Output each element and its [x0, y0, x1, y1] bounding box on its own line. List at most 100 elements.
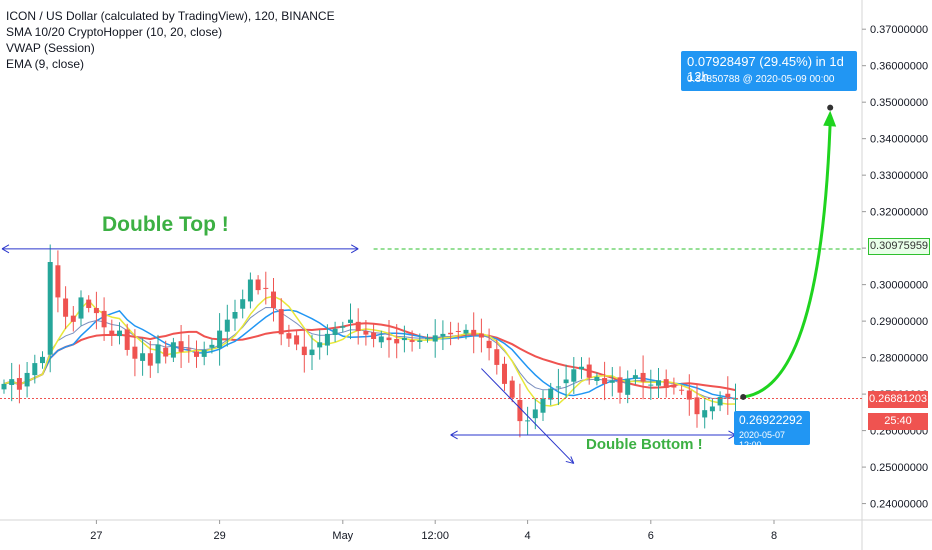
- double-top-label: Double Top !: [102, 213, 229, 236]
- candle-body: [109, 330, 115, 335]
- candle-body: [209, 344, 215, 348]
- candle-body: [240, 299, 246, 309]
- candle-body: [571, 369, 577, 382]
- y-tick-label: 0.24000000: [870, 499, 928, 511]
- candle-body: [725, 393, 731, 398]
- candle-body: [594, 376, 600, 381]
- candle-body: [317, 342, 323, 348]
- target-tooltip-main: 0.07928497 (29.45%) in 1d 12h: [687, 54, 844, 84]
- candle-body: [201, 349, 207, 357]
- candle-body: [224, 319, 230, 332]
- candle-body: [170, 342, 176, 358]
- candle-body: [278, 309, 284, 335]
- x-tick-label: 27: [90, 530, 102, 542]
- projection-curve: [743, 121, 832, 399]
- candle-body: [609, 380, 615, 383]
- candle-body: [178, 341, 184, 352]
- diagonal-arrow-head: [565, 456, 575, 464]
- candle-body: [640, 372, 646, 382]
- low-tooltip: 0.26922292 2020-05-07 12:00: [734, 411, 810, 450]
- candle-body: [509, 380, 515, 398]
- candle-body: [586, 364, 592, 378]
- candle-body: [232, 312, 238, 319]
- candle-body: [47, 262, 53, 355]
- legend-title: ICON / US Dollar (calculated by TradingV…: [6, 9, 335, 23]
- candle-body: [686, 390, 692, 400]
- x-tick-label: 12:00: [421, 530, 449, 542]
- y-tick-label: 0.28000000: [870, 353, 928, 365]
- candle-body: [478, 333, 484, 338]
- candle-body: [525, 420, 531, 422]
- candle-body: [371, 332, 377, 340]
- candle-body: [717, 397, 723, 406]
- candle-body: [463, 329, 469, 334]
- candle-body: [455, 330, 461, 332]
- candle-body: [532, 409, 538, 419]
- vwap-line: [3, 295, 736, 407]
- double-top-arrow-right: [350, 244, 359, 254]
- candle-body: [117, 330, 122, 337]
- x-tick-label: 4: [525, 530, 531, 542]
- candle-body: [702, 410, 708, 418]
- projection-arrowhead: [823, 110, 837, 127]
- resistance-price-tag: 0.30975959: [868, 238, 930, 255]
- candle-body: [294, 335, 300, 345]
- candle-body: [63, 298, 69, 317]
- candle-body: [70, 315, 76, 322]
- candle-body: [9, 379, 15, 385]
- candle-body: [494, 349, 500, 365]
- candle-body: [247, 279, 253, 302]
- candle-body: [40, 356, 45, 364]
- candle-body: [555, 386, 561, 388]
- low-tooltip-date: 2020-05-07 12:00: [739, 430, 786, 450]
- candle-body: [286, 333, 292, 339]
- candle-body: [271, 291, 276, 308]
- x-tick-label: 6: [648, 530, 654, 542]
- candle-body: [101, 310, 107, 328]
- y-tick-label: 0.37000000: [870, 24, 928, 36]
- candle-body: [579, 366, 584, 370]
- x-tick-label: 8: [771, 530, 777, 542]
- candle-body: [471, 329, 477, 336]
- candle-body: [394, 339, 400, 344]
- x-tick-label: 29: [213, 530, 225, 542]
- candle-body: [55, 265, 61, 298]
- y-tick-label: 0.36000000: [870, 61, 928, 73]
- legend-ema: EMA (9, close): [6, 57, 85, 71]
- candle-body: [93, 307, 99, 314]
- countdown-tag: 25:40: [868, 413, 928, 430]
- candle-body: [124, 329, 130, 350]
- candle-body: [186, 348, 192, 350]
- double-bottom-label: Double Bottom !: [586, 436, 703, 453]
- candle-body: [517, 399, 523, 422]
- candle-body: [140, 353, 146, 361]
- candle-body: [563, 379, 569, 384]
- double-top-arrow-left: [1, 244, 10, 254]
- candle-body: [502, 363, 507, 384]
- candle-body: [1, 383, 7, 390]
- candle-body: [217, 330, 223, 349]
- candle-body: [671, 384, 677, 388]
- chart-legend: ICON / US Dollar (calculated by TradingV…: [6, 8, 335, 72]
- candle-body: [340, 326, 346, 328]
- candle-body: [448, 332, 454, 335]
- candle-body: [440, 333, 446, 337]
- candle-body: [363, 330, 369, 335]
- target-tooltip-sub: 0.34850788 @ 2020-05-09 00:00: [687, 74, 835, 85]
- projection-start-dot: [740, 393, 747, 400]
- y-tick-label: 0.25000000: [870, 462, 928, 474]
- candle-body: [733, 398, 738, 400]
- candle-body: [194, 351, 199, 357]
- candle-body: [301, 346, 307, 356]
- candle-body: [625, 378, 631, 395]
- legend-vwap: VWAP (Session): [6, 41, 95, 55]
- candle-body: [348, 319, 353, 323]
- candle-body: [617, 377, 623, 393]
- candle-body: [155, 344, 161, 364]
- candle-body: [679, 389, 685, 391]
- candle-body: [540, 398, 546, 413]
- candle-body: [355, 321, 361, 331]
- candle-body: [324, 333, 330, 346]
